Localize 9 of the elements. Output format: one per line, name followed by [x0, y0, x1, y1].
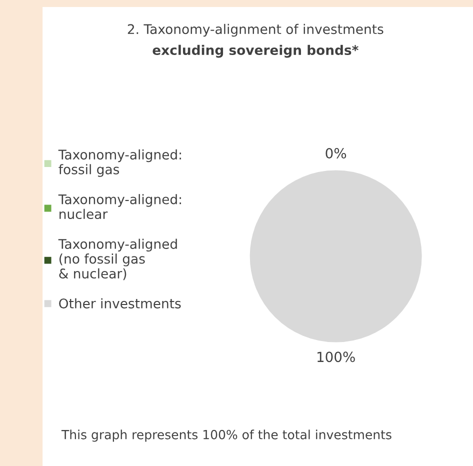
legend-label: Taxonomy-aligned: fossil gas — [58, 149, 181, 177]
legend-label: Other investments — [59, 298, 181, 308]
legend-label: Taxonomy-aligned (no fossil gas & nuclear) — [58, 238, 177, 280]
chart-subtitle: excluding sovereign bonds* — [152, 44, 358, 58]
text: This graph represents 100% of the total investments — [61, 430, 392, 442]
chart-title: 2. Taxonomy-alignment of investments — [128, 24, 384, 37]
legend-label: Taxonomy-aligned: nuclear — [58, 194, 181, 220]
text: 0% — [326, 148, 346, 159]
data-label: 100% — [318, 352, 355, 362]
